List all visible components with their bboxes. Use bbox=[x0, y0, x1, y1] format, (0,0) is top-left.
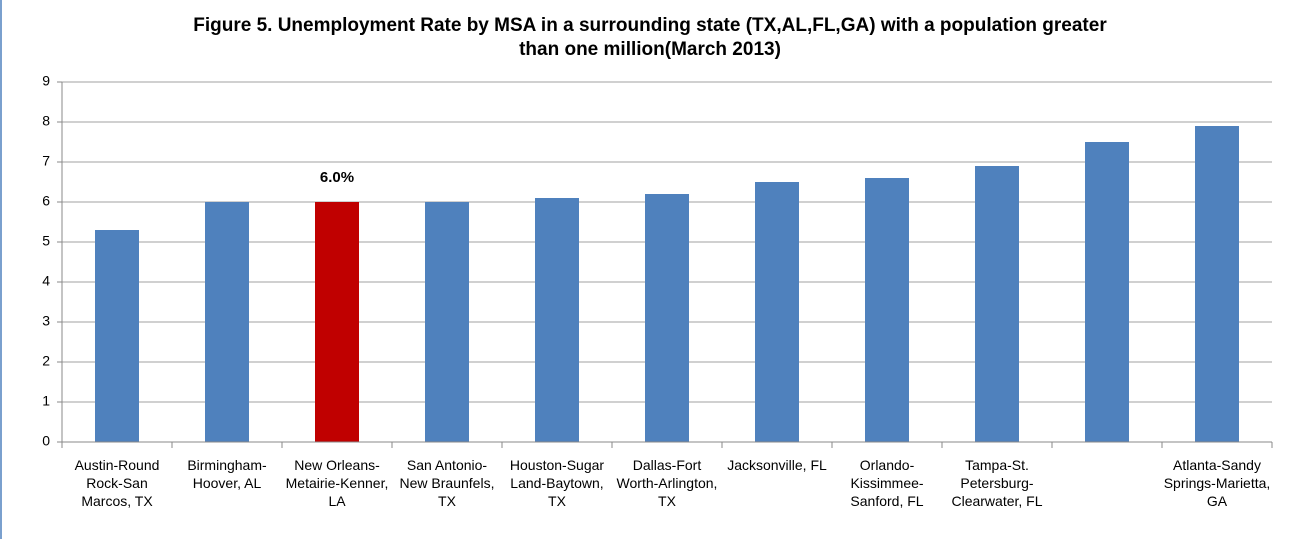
bar bbox=[1195, 126, 1239, 442]
x-tick-label: Tampa-St. Petersburg-Clearwater, FL bbox=[951, 457, 1043, 509]
x-tick-label: Houston-Sugar Land-Baytown, TX bbox=[509, 457, 605, 509]
bar bbox=[95, 230, 139, 442]
y-tick-label: 6 bbox=[42, 193, 50, 209]
y-tick-label: 2 bbox=[42, 353, 50, 369]
chart-title: Figure 5. Unemployment Rate by MSA in a … bbox=[193, 15, 1107, 60]
x-tick-label: Jacksonville, FL bbox=[727, 457, 827, 473]
x-tick-label: Austin-Round Rock-San Marcos, TX bbox=[74, 457, 160, 509]
x-tick-label: Orlando-Kissimmee-Sanford, FL bbox=[850, 457, 924, 509]
bar bbox=[865, 178, 909, 442]
x-tick-label: Atlanta-Sandy Springs-Marietta, GA bbox=[1163, 457, 1271, 509]
x-tick-label: Dallas-Fort Worth-Arlington, TX bbox=[616, 457, 718, 509]
bar bbox=[1085, 142, 1129, 442]
bar bbox=[535, 198, 579, 442]
bar bbox=[645, 194, 689, 442]
y-tick-label: 0 bbox=[42, 433, 50, 449]
bar bbox=[315, 202, 359, 442]
y-tick-label: 3 bbox=[42, 313, 50, 329]
x-tick-label: New Orleans-Metairie-Kenner, LA bbox=[285, 457, 389, 509]
y-tick-label: 9 bbox=[42, 73, 50, 89]
y-tick-label: 7 bbox=[42, 153, 50, 169]
y-tick-label: 4 bbox=[42, 273, 50, 289]
x-tick-label: Birmingham-Hoover, AL bbox=[187, 457, 267, 491]
y-tick-label: 5 bbox=[42, 233, 50, 249]
bar bbox=[975, 166, 1019, 442]
bar bbox=[425, 202, 469, 442]
y-tick-label: 1 bbox=[42, 393, 50, 409]
bar bbox=[205, 202, 249, 442]
bar bbox=[755, 182, 799, 442]
data-label: 6.0% bbox=[320, 169, 354, 186]
y-tick-label: 8 bbox=[42, 113, 50, 129]
x-tick-label: San Antonio-New Braunfels, TX bbox=[399, 457, 495, 509]
